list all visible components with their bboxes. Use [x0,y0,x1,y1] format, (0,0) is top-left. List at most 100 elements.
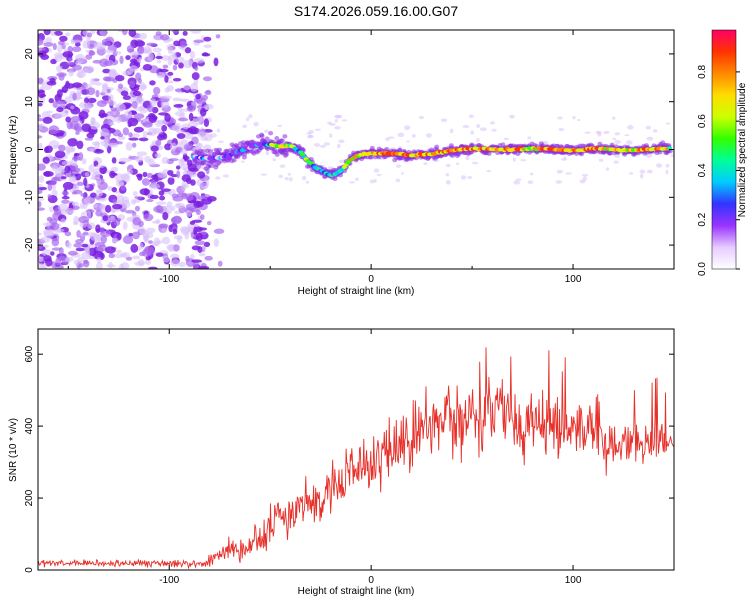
noise-blob [217,260,223,267]
noise-blob [646,169,653,174]
noise-blob [195,93,201,100]
noise-blob [181,123,191,130]
noise-blob [72,221,79,226]
noise-blob [376,173,382,176]
noise-blob [149,194,159,200]
noise-blob [65,256,74,262]
noise-blob [107,186,113,191]
spectrogram-plot-area [38,30,674,269]
noise-blob [184,47,192,54]
noise-blob [41,249,52,257]
noise-blob [177,117,189,122]
noise-blob [167,58,173,66]
noise-blob [305,180,310,184]
ridge-halo [209,163,215,168]
noise-blob [170,217,177,224]
noise-blob [603,130,610,135]
noise-blob [143,188,149,196]
noise-blob [142,131,148,138]
noise-blob [84,137,94,141]
noise-blob [276,124,283,127]
noise-blob [134,155,144,163]
noise-blob [110,166,119,173]
noise-blob [38,207,46,211]
noise-blob [203,241,211,248]
noise-blob [639,173,644,179]
noise-blob [129,58,138,64]
noise-blob [665,169,669,175]
noise-blob [142,171,148,178]
noise-blob [62,51,74,58]
noise-blob [70,39,82,43]
noise-blob [83,97,89,104]
noise-blob [138,32,148,40]
spectrogram-ylabel: Frequency (Hz) [8,116,19,185]
noise-blob [425,133,432,138]
noise-blob [167,80,174,84]
noise-blob [46,110,53,114]
noise-blob [175,203,182,208]
noise-blob [38,256,44,263]
noise-blob [278,174,284,179]
noise-blob [187,226,195,233]
noise-blob [66,61,75,66]
noise-blob [130,243,139,253]
noise-blob [110,207,116,214]
noise-blob [395,178,401,183]
x-tick-label: 0 [368,274,374,285]
noise-blob [515,178,522,181]
noise-blob [68,57,73,62]
noise-blob [203,44,212,49]
y-tick-label: 200 [24,489,35,506]
noise-blob [203,118,210,128]
noise-blob [167,177,175,185]
noise-blob [161,188,171,192]
noise-blob [137,77,142,84]
noise-blob [43,30,51,36]
noise-blob [88,164,95,173]
noise-blob [582,176,587,182]
noise-blob [199,214,205,220]
noise-blob [56,107,64,113]
noise-blob [400,172,404,175]
noise-blob [76,181,84,187]
noise-blob [146,227,156,234]
colorbar-tick-label: 0.6 [697,114,708,128]
noise-blob [80,193,85,197]
noise-blob [38,163,46,171]
noise-blob [87,210,92,220]
noise-blob [143,46,152,53]
noise-blob [38,77,44,85]
noise-blob [121,30,128,36]
noise-blob [161,95,172,100]
noise-blob [527,136,532,140]
noise-blob [45,37,53,44]
noise-blob [418,115,425,120]
noise-blob [42,262,47,269]
noise-blob [38,232,42,236]
noise-blob [65,116,72,123]
noise-blob [182,59,193,69]
noise-blob [103,136,109,142]
noise-blob [54,54,63,62]
noise-blob [472,161,479,165]
noise-blob [584,131,591,134]
noise-blob [143,235,149,243]
noise-blob [207,196,217,202]
noise-blob [338,139,345,144]
noise-blob [174,111,185,117]
noise-blob [52,42,57,51]
noise-blob [218,140,224,144]
noise-blob [38,183,43,188]
noise-blob [143,213,154,222]
noise-blob [93,149,104,154]
noise-blob [476,138,480,143]
noise-blob [577,118,581,122]
noise-blob [122,221,128,231]
noise-blob [109,170,116,179]
noise-blob [115,74,125,82]
noise-blob [86,132,95,139]
noise-blob [100,136,105,140]
noise-blob [96,256,102,264]
noise-blob [121,199,131,209]
